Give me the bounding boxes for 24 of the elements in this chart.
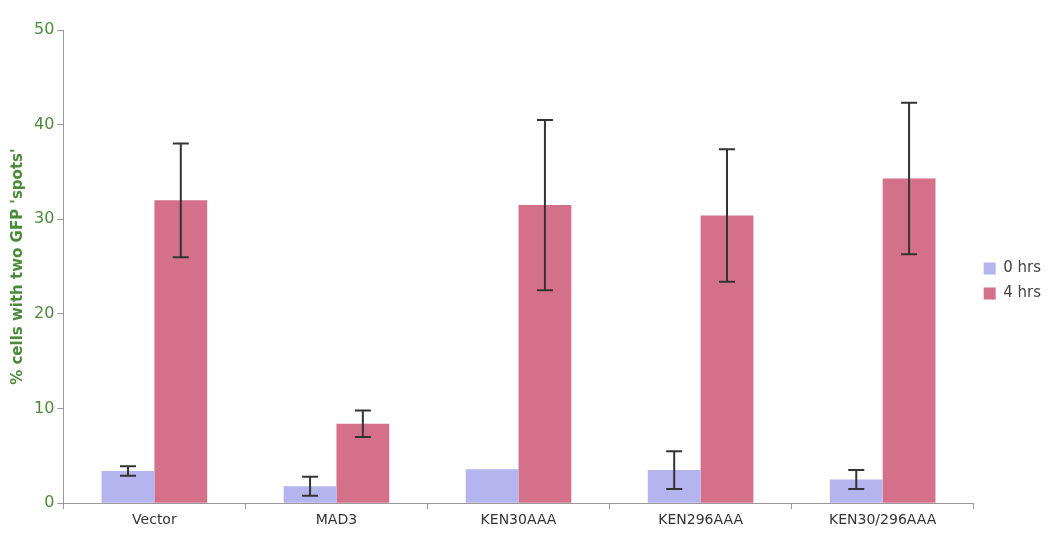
bar [465,469,519,503]
x-tick-label: KEN30AAA [480,511,557,528]
bar [518,205,572,503]
bar [882,178,936,503]
y-tick-label: 10 [34,397,55,417]
y-tick-label: 40 [34,113,55,133]
y-tick-label: 0 [44,492,55,512]
x-tick-label: Vector [132,511,177,528]
bar [336,423,390,503]
bar [647,470,701,503]
legend-label: 4 hrs [1003,283,1042,302]
bar [700,215,754,503]
y-tick-label: 50 [34,19,55,39]
x-tick-label: KEN296AAA [658,511,744,528]
y-axis-title: % cells with two GFP 'spots' [7,148,26,385]
bar [154,200,208,503]
x-tick-label: MAD3 [315,511,358,528]
x-tick-label: KEN30/296AAA [829,511,937,528]
legend-label: 0 hrs [1003,258,1042,277]
y-tick-label: 30 [34,208,55,228]
bar [101,471,155,503]
bar [283,486,337,503]
y-tick-label: 20 [34,303,55,323]
bar [829,479,883,503]
